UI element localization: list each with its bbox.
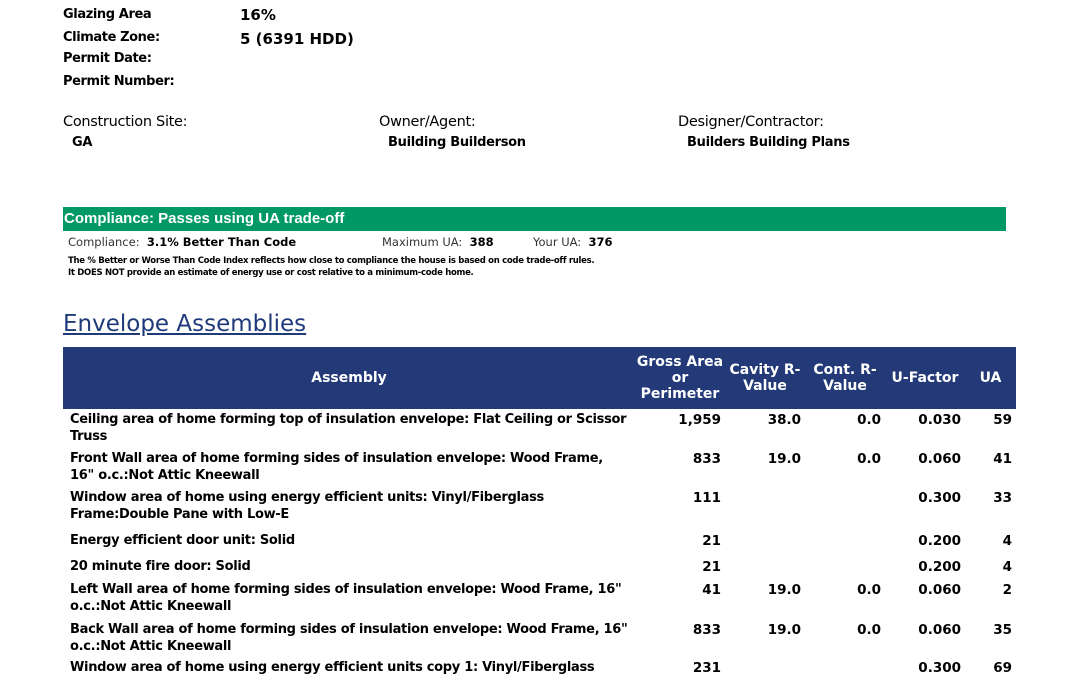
cell-u-factor: 0.200 [918, 559, 961, 575]
cell-gross-area: 111 [692, 490, 721, 506]
construction-site-label: Construction Site: [63, 114, 188, 130]
cell-u-factor: 0.030 [918, 412, 961, 428]
table-row: 20 minute fire door: Solid 21 0.200 4 [63, 552, 1016, 579]
col-assembly: Assembly [63, 347, 635, 409]
section-title: Envelope Assemblies [63, 311, 307, 337]
compliance-value: 3.1% Better Than Code [146, 235, 297, 249]
table-row: Ceiling area of home forming top of insu… [63, 409, 1016, 448]
cell-gross-area: 833 [692, 622, 721, 638]
cell-assembly: Left Wall area of home forming sides of … [70, 582, 622, 614]
compliance-banner: Compliance: Passes using UA trade-off [63, 207, 1006, 231]
cell-assembly: Ceiling area of home forming top of insu… [70, 412, 627, 444]
cell-u-factor: 0.300 [918, 660, 961, 676]
designer-label: Designer/Contractor: [678, 114, 824, 130]
info-label-permit-number: Permit Number: [63, 74, 175, 89]
designer-value: Builders Building Plans [687, 135, 850, 150]
cell-ua: 2 [1002, 582, 1012, 598]
cell-gross-area: 21 [702, 559, 721, 575]
cell-ua: 41 [993, 451, 1012, 467]
cell-ua: 4 [1002, 559, 1012, 575]
cell-cavity-r [725, 552, 805, 579]
compliance-label: Compliance: [68, 235, 140, 249]
cell-cavity-r: 19.0 [767, 451, 801, 467]
table-row: Energy efficient door unit: Solid 21 0.200… [63, 526, 1016, 552]
compliance-note-2: It DOES NOT provide an estimate of energ… [68, 268, 474, 278]
col-gross-area: Gross Area or Perimeter [635, 347, 725, 409]
col-cavity-r: Cavity R-Value [725, 347, 805, 409]
construction-site-value: GA [72, 135, 93, 150]
col-ua: UA [965, 347, 1016, 409]
cell-u-factor: 0.060 [918, 451, 961, 467]
cell-cont-r: 0.0 [857, 412, 881, 428]
cell-cont-r [805, 552, 885, 579]
cell-gross-area: 1,959 [678, 412, 721, 428]
info-value-climate: 5 (6391 HDD) [240, 30, 354, 48]
cell-ua: 4 [1002, 533, 1012, 549]
max-ua-value: 388 [469, 235, 494, 249]
cell-cavity-r: 19.0 [767, 622, 801, 638]
cell-u-factor: 0.200 [918, 533, 961, 549]
compliance-note-1: The % Better or Worse Than Code Index re… [68, 256, 595, 266]
table-row: Window area of home using energy efficie… [63, 657, 1016, 697]
col-u-factor: U-Factor [885, 347, 965, 409]
cell-ua: 69 [993, 660, 1012, 676]
col-cont-r: Cont. R-Value [805, 347, 885, 409]
max-ua-label: Maximum UA: [382, 235, 463, 249]
cell-assembly: 20 minute fire door: Solid [70, 559, 251, 574]
cell-u-factor: 0.300 [918, 490, 961, 506]
table-header: Assembly Gross Area or Perimeter Cavity … [63, 347, 1016, 409]
cell-assembly: Window area of home using energy efficie… [70, 490, 544, 522]
cell-ua: 33 [993, 490, 1012, 506]
cell-assembly: Back Wall area of home forming sides of … [70, 622, 628, 654]
cell-gross-area: 231 [692, 660, 721, 676]
info-value-glazing: 16% [240, 6, 276, 24]
cell-cavity-r: 38.0 [767, 412, 801, 428]
envelope-table: Assembly Gross Area or Perimeter Cavity … [63, 347, 1016, 697]
cell-assembly: Window area of home using energy efficie… [70, 660, 595, 675]
info-label-permit-date: Permit Date: [63, 51, 152, 66]
cell-cavity-r: 19.0 [767, 582, 801, 598]
cell-cont-r [805, 526, 885, 552]
info-label-climate: Climate Zone: [63, 30, 160, 45]
cell-cont-r: 0.0 [857, 451, 881, 467]
cell-ua: 35 [993, 622, 1012, 638]
cell-cavity-r [725, 526, 805, 552]
table-row: Front Wall area of home forming sides of… [63, 448, 1016, 487]
table-row: Window area of home using energy efficie… [63, 487, 1016, 526]
max-ua: Maximum UA: 388 [382, 235, 494, 249]
your-ua-label: Your UA: [533, 235, 582, 249]
cell-cont-r: 0.0 [857, 582, 881, 598]
cell-gross-area: 41 [702, 582, 721, 598]
cell-cont-r [805, 657, 885, 697]
owner-agent-label: Owner/Agent: [379, 114, 476, 130]
cell-cont-r: 0.0 [857, 622, 881, 638]
info-label-glazing: Glazing Area [63, 7, 152, 22]
your-ua: Your UA: 376 [533, 235, 613, 249]
cell-cavity-r [725, 487, 805, 526]
cell-assembly: Front Wall area of home forming sides of… [70, 451, 603, 483]
cell-gross-area: 833 [692, 451, 721, 467]
compliance-summary: Compliance: 3.1% Better Than Code [68, 235, 296, 249]
cell-cont-r [805, 487, 885, 526]
cell-u-factor: 0.060 [918, 582, 961, 598]
cell-cavity-r [725, 657, 805, 697]
cell-gross-area: 21 [702, 533, 721, 549]
your-ua-value: 376 [588, 235, 613, 249]
cell-ua: 59 [993, 412, 1012, 428]
cell-u-factor: 0.060 [918, 622, 961, 638]
owner-agent-value: Building Builderson [388, 135, 526, 150]
table-row: Left Wall area of home forming sides of … [63, 579, 1016, 619]
table-row: Back Wall area of home forming sides of … [63, 619, 1016, 657]
cell-assembly: Energy efficient door unit: Solid [70, 533, 295, 548]
